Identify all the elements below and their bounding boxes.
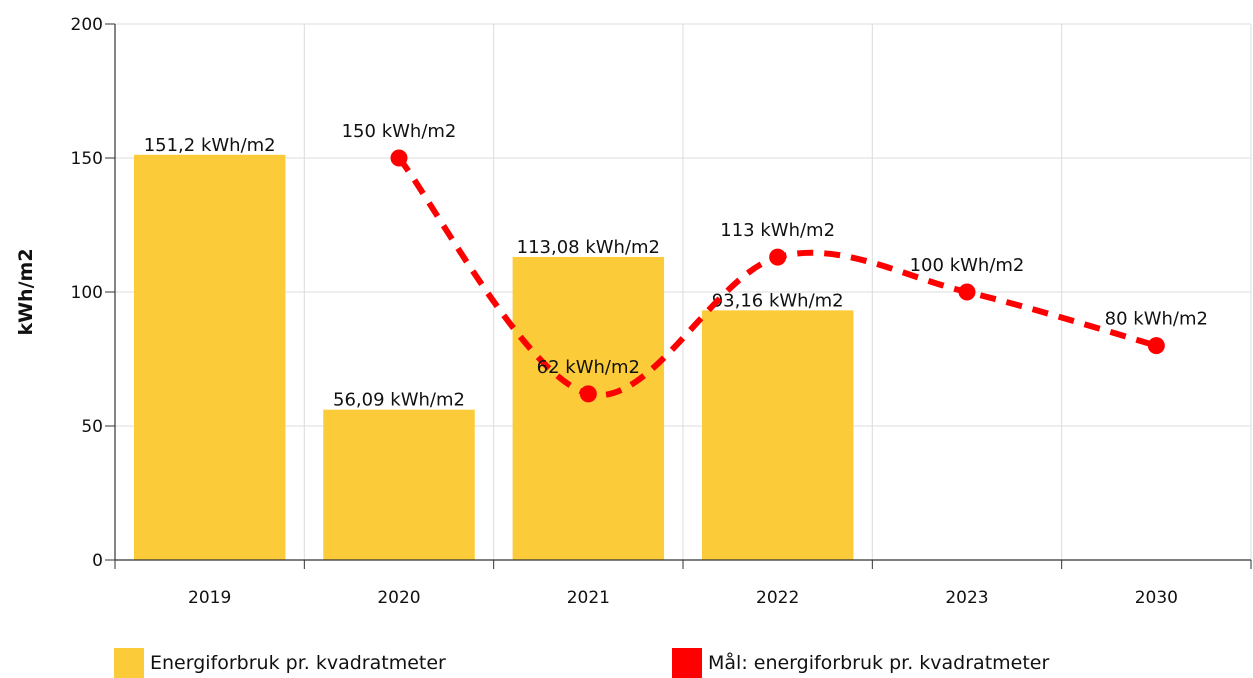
- y-tick-label: 0: [92, 551, 103, 571]
- bar-data-label: 113,08 kWh/m2: [517, 237, 660, 258]
- x-tick-label: 2019: [188, 588, 231, 608]
- bar: [323, 409, 475, 560]
- bar-data-labels: 151,2 kWh/m2 56,09 kWh/m2 113,08 kWh/m2 93,…: [144, 135, 844, 411]
- bar-data-label: 151,2 kWh/m2: [144, 135, 276, 156]
- x-tick-label: 2021: [567, 588, 610, 608]
- target-data-label: 113 kWh/m2: [720, 220, 835, 241]
- legend: Energiforbruk pr. kvadratmeter Mål: ener…: [0, 644, 1253, 678]
- target-data-label: 62 kWh/m2: [537, 357, 640, 378]
- chart: 0 50 100 150 200 2019 2020 2021 2022 2023 2030 151…: [15, 15, 1252, 608]
- target-data-label: 100 kWh/m2: [910, 255, 1025, 276]
- line-data-labels: 150 kWh/m2 62 kWh/m2 113 kWh/m2 100 kWh/m2 8…: [342, 121, 1208, 378]
- y-tick-label: 200: [71, 15, 103, 35]
- bar: [512, 256, 665, 560]
- x-tick-label: 2023: [945, 588, 988, 608]
- legend-label-energy: Energiforbruk pr. kvadratmeter: [150, 652, 446, 674]
- target-point: [390, 149, 408, 167]
- bar-data-label: 56,09 kWh/m2: [333, 390, 465, 411]
- grid: [115, 23, 1252, 561]
- x-tick-label: 2020: [377, 588, 420, 608]
- bar: [701, 310, 854, 560]
- y-tick-label: 150: [71, 149, 103, 169]
- legend-swatch-energy: [114, 648, 144, 678]
- y-tick-label: 50: [81, 417, 103, 437]
- bar-series: [133, 154, 854, 560]
- axes: 0 50 100 150 200 2019 2020 2021 2022 2023 2030: [71, 15, 1252, 608]
- target-point: [1147, 337, 1165, 355]
- x-tick-label: 2022: [756, 588, 799, 608]
- target-line: [396, 156, 1158, 399]
- target-data-label: 150 kWh/m2: [342, 121, 457, 142]
- target-point: [579, 385, 597, 403]
- legend-label-target: Mål: energiforbruk pr. kvadratmeter: [708, 652, 1050, 674]
- y-axis-title: kWh/m2: [15, 248, 37, 335]
- legend-item-energy[interactable]: Energiforbruk pr. kvadratmeter: [114, 648, 446, 678]
- y-tick-label: 100: [71, 283, 103, 303]
- x-tick-label: 2030: [1135, 588, 1178, 608]
- target-point: [769, 248, 787, 266]
- target-line-series: [390, 149, 1165, 403]
- bar-data-label: 93,16 kWh/m2: [712, 290, 844, 311]
- target-data-label: 80 kWh/m2: [1105, 309, 1208, 330]
- legend-item-target[interactable]: Mål: energiforbruk pr. kvadratmeter: [672, 648, 1049, 678]
- bar: [133, 154, 286, 560]
- target-point: [958, 283, 976, 301]
- legend-swatch-target: [672, 648, 702, 678]
